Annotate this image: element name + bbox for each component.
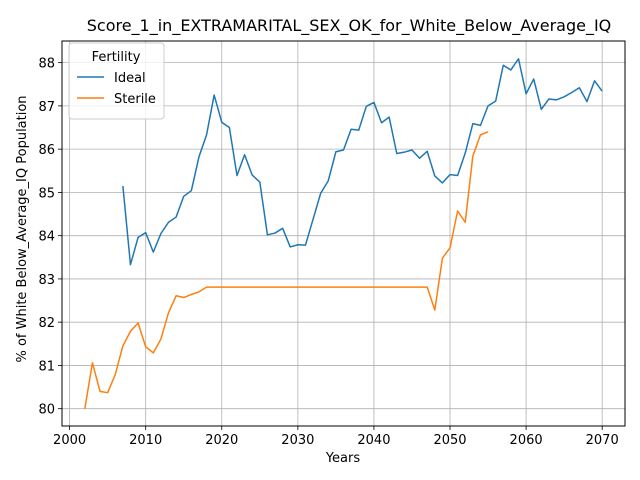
legend-box [68,42,165,120]
y-axis-label: % of White Below_Average_IQ Population [15,95,30,362]
legend-label-ideal: Ideal [114,71,146,86]
y-tick-label: 81 [38,359,55,374]
legend-title: Fertility [92,50,141,65]
chart-title: Score_1_in_EXTRAMARITAL_SEX_OK_for_White… [87,16,612,36]
x-tick-label: 2060 [510,433,543,448]
y-tick-label: 86 [38,143,55,158]
x-tick-label: 2030 [281,433,314,448]
y-tick-label: 82 [38,316,55,331]
x-tick-label: 2050 [433,433,466,448]
x-tick-label: 2000 [53,433,86,448]
plot-frame [61,40,626,427]
x-tick-label: 2010 [129,433,162,448]
x-tick-label: 2070 [586,433,619,448]
y-tick-label: 83 [38,273,55,288]
legend-label-sterile: Sterile [114,92,156,107]
series-line-ideal [122,57,603,266]
y-tick-label: 87 [38,100,55,115]
y-tick-label: 80 [38,403,55,418]
y-tick-label: 84 [38,230,55,245]
x-axis-label: Years [325,451,361,466]
x-tick-label: 2020 [205,433,238,448]
y-tick-label: 85 [38,186,55,201]
legend: Fertility Ideal Sterile [68,42,165,120]
y-tick-label: 88 [38,57,55,72]
x-tick-label: 2040 [357,433,390,448]
ticks: 2000 2010 2020 2030 2040 2050 2060 2070 80 81 82 83… [38,57,618,448]
series-line-sterile [84,131,489,409]
series-lines [84,57,603,409]
